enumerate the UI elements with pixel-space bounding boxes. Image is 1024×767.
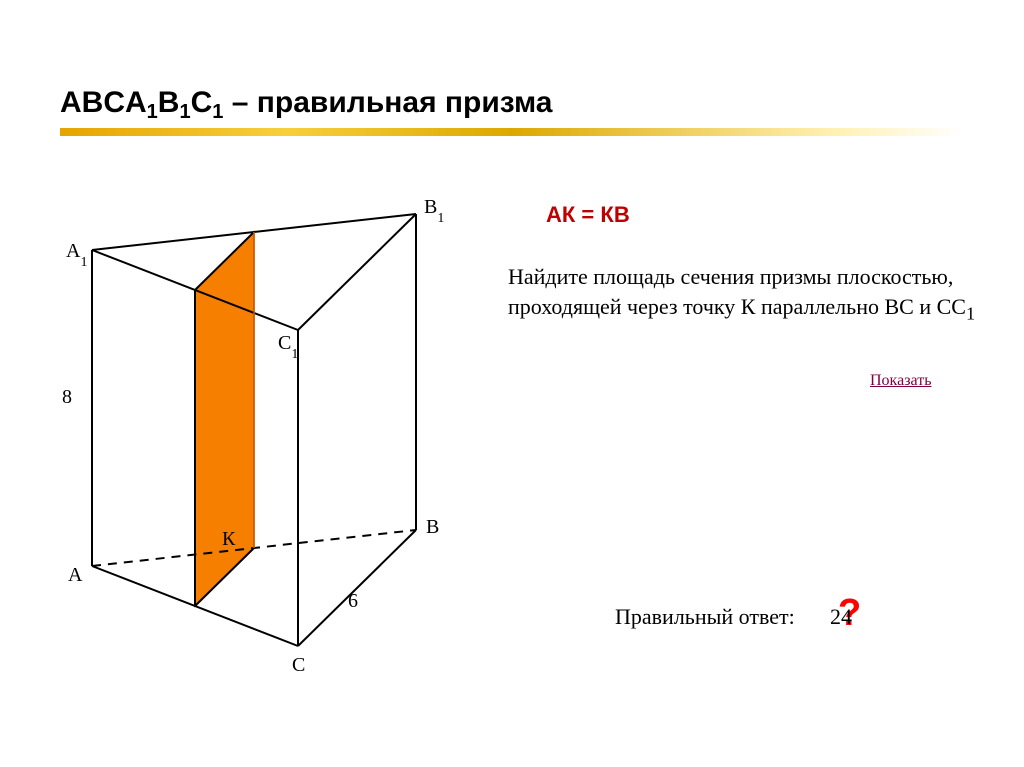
label-K: К [222, 528, 235, 551]
prism-diagram: A1 B1 C1 A B C К 8 6 [48, 190, 468, 690]
label-A: A [68, 564, 82, 587]
slide-title: ABCA1B1C1 – правильная призма [60, 86, 552, 120]
answer-value: 24 [830, 604, 852, 630]
condition: АК = КВ [546, 202, 630, 228]
label-edge6: 6 [348, 590, 358, 613]
task-text: Найдите площадь сечения призмы плоскость… [508, 262, 978, 326]
label-edge8: 8 [62, 386, 72, 409]
label-A1: A1 [66, 240, 87, 267]
prism-svg [48, 190, 468, 690]
task-sub: 1 [966, 303, 975, 323]
label-C: C [292, 654, 305, 677]
title-underline [60, 128, 964, 136]
task-body: Найдите площадь сечения призмы плоскость… [508, 264, 966, 319]
show-link[interactable]: Показать [870, 372, 931, 390]
label-C1: C1 [278, 332, 298, 359]
label-B1: B1 [424, 196, 444, 223]
answer-label: Правильный ответ: [615, 604, 795, 630]
title-text: ABCA1B1C1 – правильная призма [60, 86, 552, 119]
label-B: B [426, 516, 439, 539]
